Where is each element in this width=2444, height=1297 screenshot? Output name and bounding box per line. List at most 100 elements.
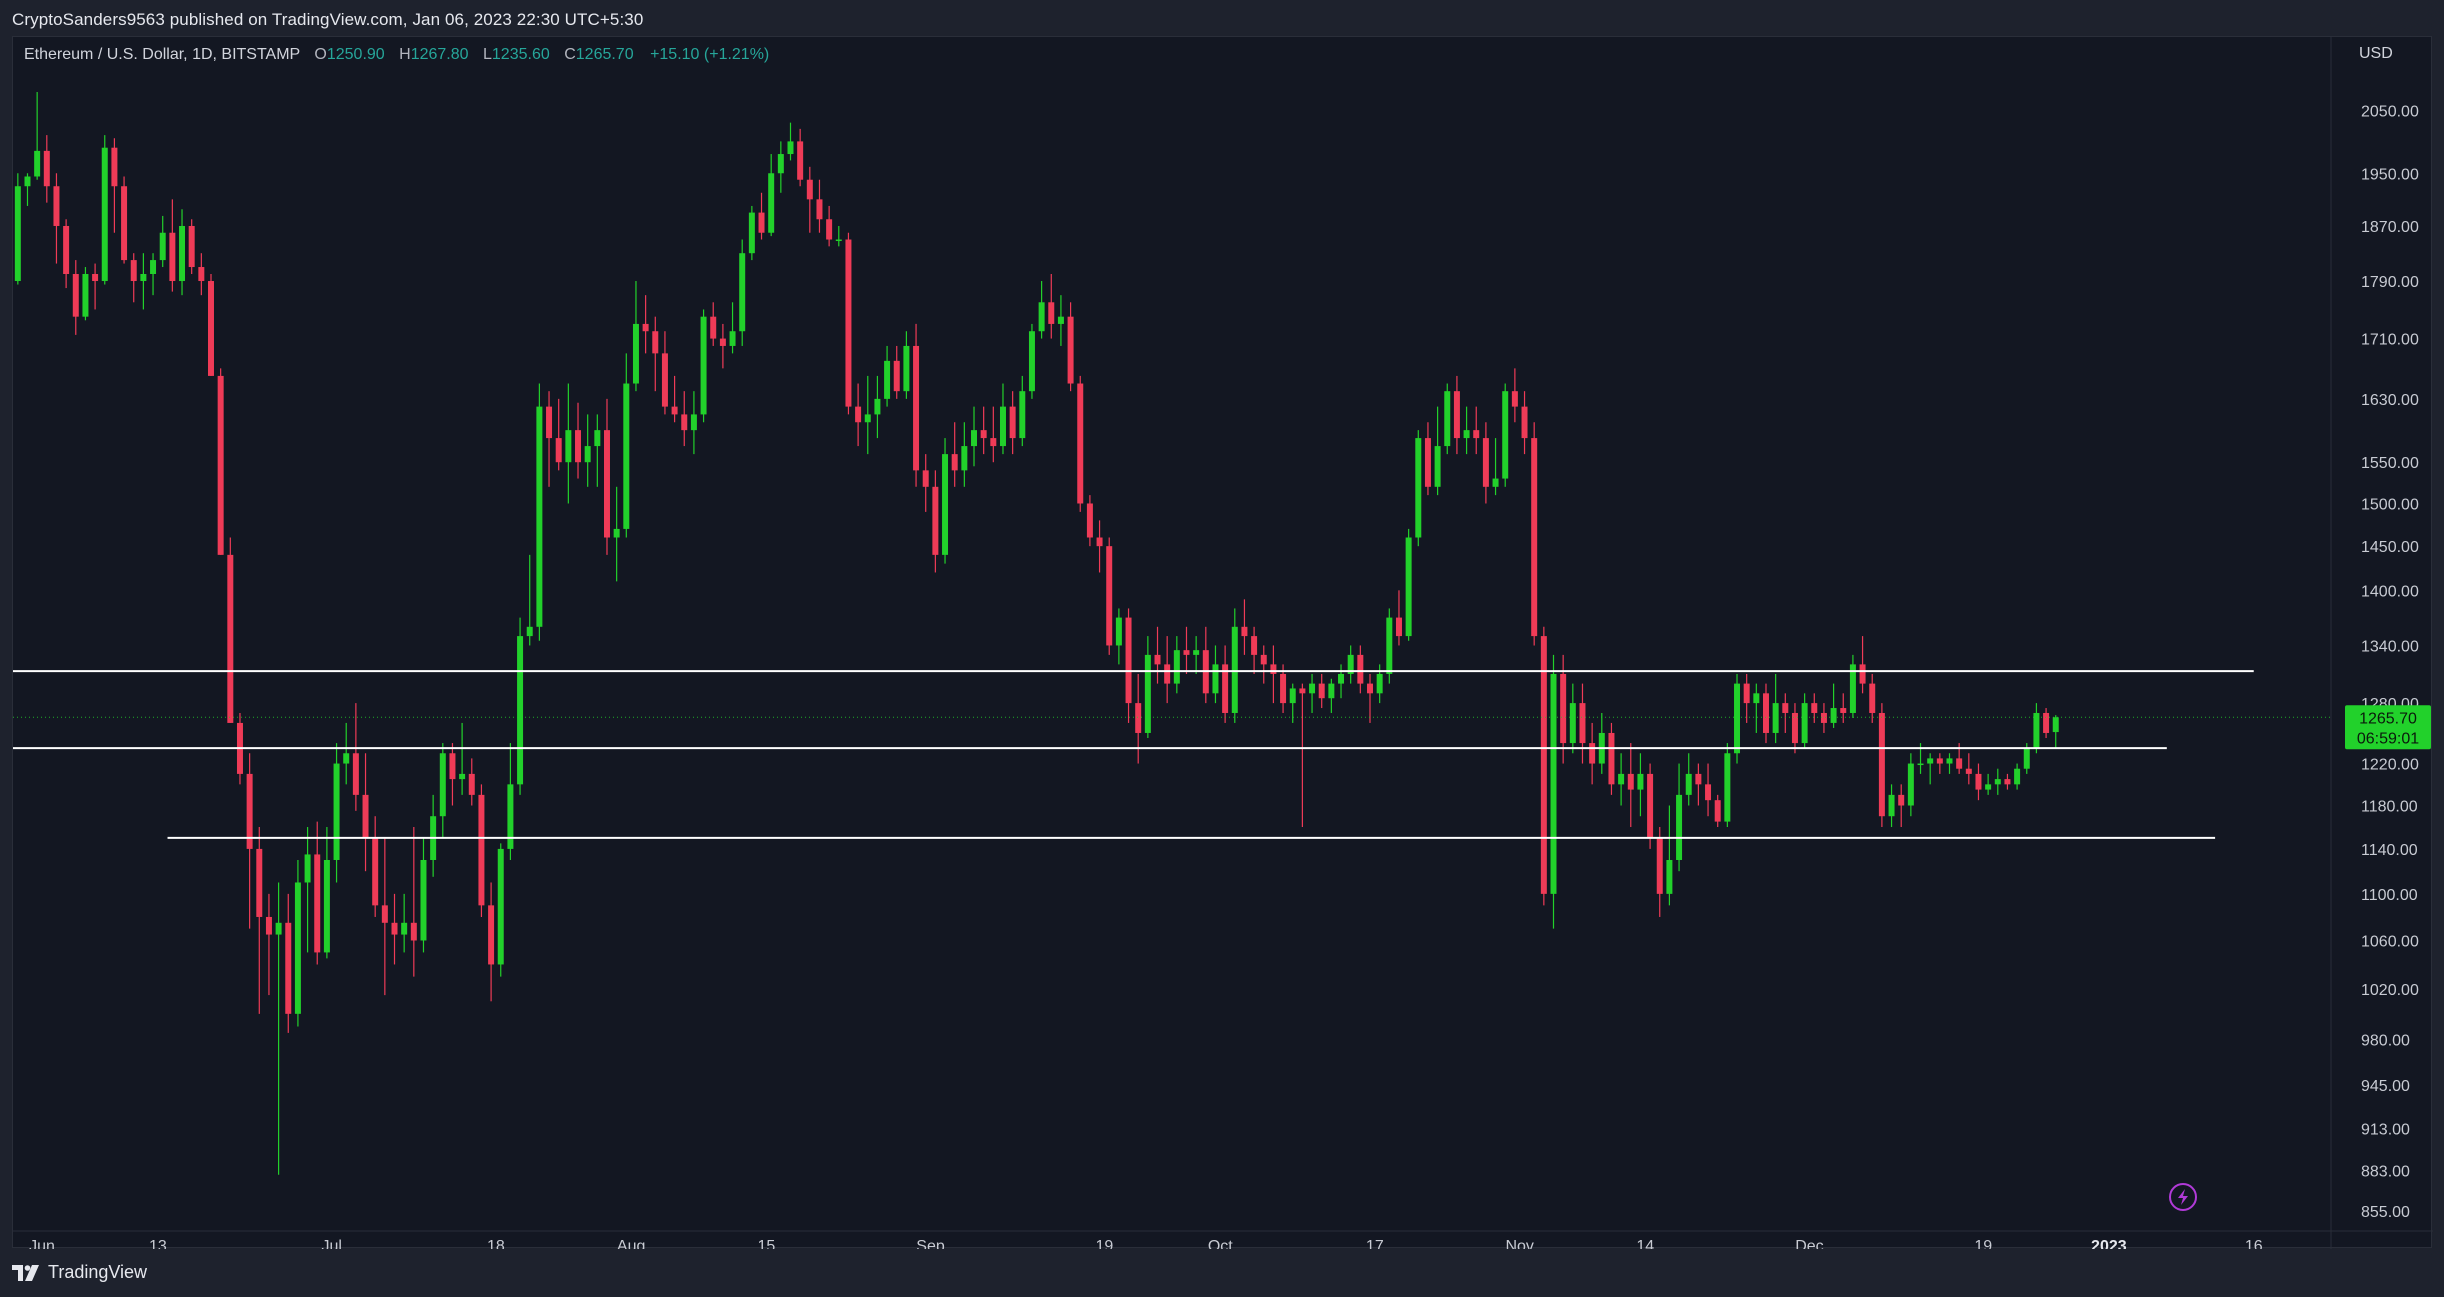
candle-body: [121, 186, 128, 261]
candle-body: [294, 882, 301, 1014]
candle-body: [1888, 794, 1895, 817]
candle-body: [1048, 302, 1055, 324]
candle-body: [893, 360, 900, 392]
x-tick-label: Sep: [916, 1238, 945, 1249]
candle-body: [198, 267, 205, 282]
candle-body: [623, 383, 630, 529]
legend-high-label: H: [399, 46, 411, 63]
candle-body: [1560, 673, 1567, 744]
candle-body: [1309, 683, 1316, 694]
x-tick-label: 19: [1974, 1238, 1992, 1249]
candle-body: [439, 753, 446, 817]
candle-body: [1608, 732, 1615, 785]
candle-body: [845, 239, 852, 407]
y-tick-label: 855.00: [2361, 1204, 2410, 1221]
candle-body: [1676, 794, 1683, 860]
candle-body: [1415, 438, 1422, 538]
candle-body: [719, 338, 726, 346]
candle-body: [275, 922, 282, 935]
candle-body: [179, 225, 186, 282]
candle-body: [942, 454, 949, 555]
x-tick-label: Jul: [321, 1238, 341, 1249]
candle-body: [1753, 693, 1760, 704]
candle-body: [1589, 743, 1596, 764]
candle-body: [826, 219, 833, 240]
candle-body: [1299, 688, 1306, 694]
y-tick-label: 1630.00: [2361, 392, 2419, 409]
candle-body: [265, 916, 272, 935]
candle-body: [1376, 673, 1383, 694]
chart-pane[interactable]: USD 2050.00 1950.00 1870.00 1790.00 1710.00 16…: [12, 36, 2433, 1249]
y-tick-label: 945.00: [2361, 1078, 2410, 1095]
candle-body: [507, 784, 514, 849]
candle-body: [1260, 654, 1267, 665]
candle-body: [661, 353, 668, 407]
candle-body: [932, 486, 939, 555]
lightning-icon: [2169, 1183, 2197, 1211]
candle-body: [1917, 763, 1924, 766]
candle-body: [1656, 837, 1663, 894]
candle-body: [352, 753, 359, 795]
candle-body: [913, 345, 920, 471]
countdown-label: 06:59:01: [2357, 730, 2419, 747]
candle-body: [999, 406, 1006, 447]
candle-body: [710, 316, 717, 339]
candle-body: [1705, 784, 1712, 801]
candle-body: [391, 922, 398, 935]
candle-body: [1927, 758, 1934, 764]
candle-body: [555, 438, 562, 463]
candle-body: [1994, 779, 2001, 785]
candle-body: [1067, 316, 1074, 384]
candle-body: [1144, 654, 1151, 733]
candle-body: [951, 454, 958, 471]
y-tick-label: 1790.00: [2361, 274, 2419, 291]
candle-body: [1424, 438, 1431, 487]
candle-body: [1473, 430, 1480, 439]
currency-label: USD: [2359, 45, 2393, 62]
candle-body: [488, 905, 495, 965]
candle-body: [1289, 688, 1296, 704]
candle-body: [1840, 708, 1847, 713]
candle-body: [449, 753, 456, 780]
x-tick-label: Aug: [617, 1238, 645, 1249]
candle-body: [1106, 546, 1113, 646]
candle-body: [208, 281, 214, 376]
x-tick-label: 19: [1095, 1238, 1113, 1249]
y-tick-label: 1870.00: [2361, 219, 2419, 236]
candle-body: [1038, 302, 1045, 332]
x-tick-label: Jun: [29, 1238, 55, 1249]
candlestick-chart[interactable]: USD 2050.00 1950.00 1870.00 1790.00 1710.00 16…: [13, 37, 2433, 1249]
candle-body: [1492, 478, 1499, 487]
y-tick-label: 1060.00: [2361, 933, 2419, 950]
footer-brand[interactable]: TradingView: [48, 1262, 148, 1282]
candle-body: [92, 274, 99, 282]
candle-body: [806, 179, 813, 200]
candle-body: [575, 430, 582, 463]
candle-body: [1647, 773, 1654, 838]
candle-body: [922, 470, 929, 487]
candle-body: [101, 147, 108, 282]
y-tick-label: 980.00: [2361, 1032, 2410, 1049]
candle-body: [700, 316, 707, 415]
candle-body: [468, 773, 475, 795]
tradingview-logo-icon[interactable]: [12, 1264, 40, 1281]
candle-body: [1985, 784, 1992, 790]
candle-body: [1666, 859, 1673, 894]
y-tick-label: 1180.00: [2361, 798, 2418, 815]
candle-body: [1724, 753, 1731, 822]
candle-body: [816, 199, 823, 220]
x-tick-label: Dec: [1795, 1238, 1823, 1249]
candle-body: [372, 837, 379, 906]
x-tick-label: 15: [757, 1238, 775, 1249]
candle-body: [1975, 773, 1982, 790]
candle-body: [1280, 673, 1287, 704]
candle-body: [227, 554, 234, 723]
candle-body: [1125, 617, 1132, 704]
candle-body: [401, 922, 408, 935]
candle-body: [459, 773, 466, 780]
candle-body: [1569, 703, 1576, 744]
candle-body: [217, 375, 224, 555]
candle-body: [797, 141, 804, 180]
legend-high-value: 1267.80: [410, 46, 469, 63]
candle-body: [285, 922, 292, 1014]
